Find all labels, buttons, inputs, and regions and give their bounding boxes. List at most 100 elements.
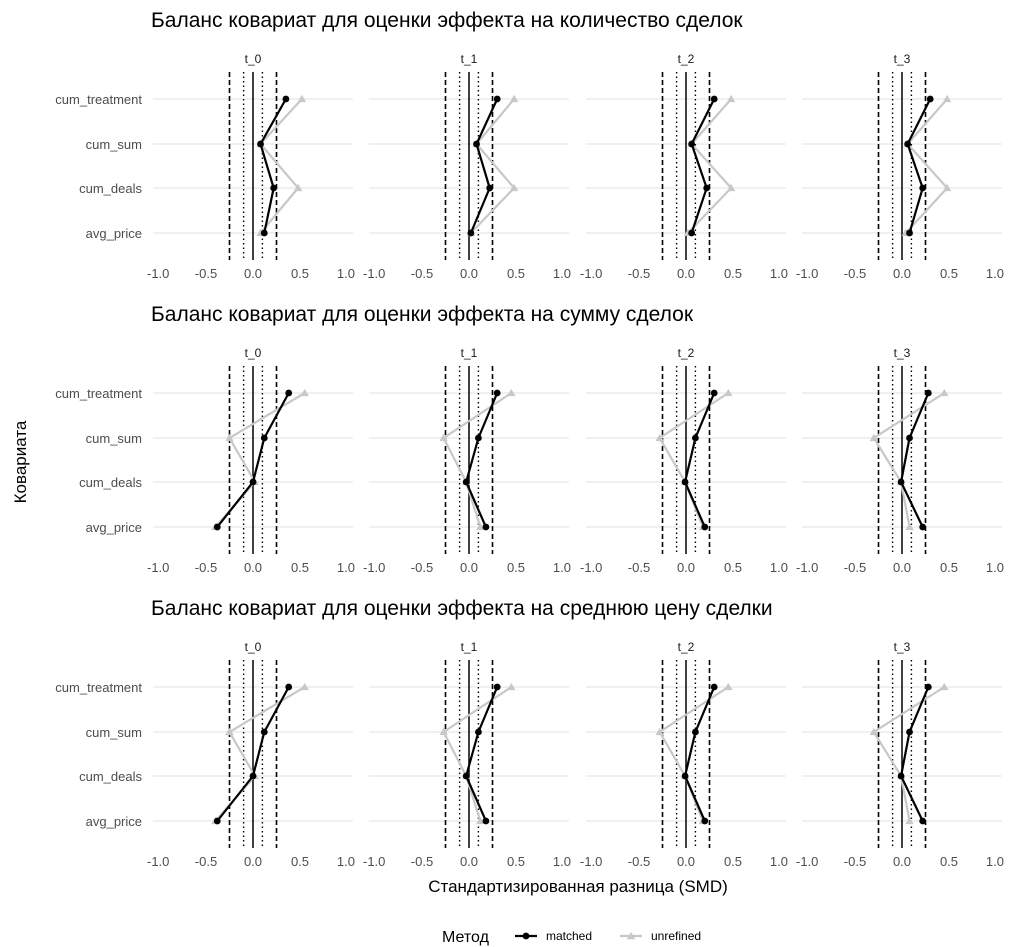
unrefined-point: [869, 727, 878, 736]
x-tick-label: 0.5: [291, 560, 309, 575]
matched-point: [681, 478, 689, 486]
matched-series-line: [906, 98, 932, 234]
x-tick-label: 0.0: [677, 854, 695, 869]
legend-unrefined-marker: [626, 931, 636, 940]
matched-point: [249, 478, 257, 486]
legend-title: Метод: [442, 929, 490, 946]
matched-point: [486, 184, 494, 192]
matched-point: [482, 523, 490, 531]
unrefined-point: [726, 94, 736, 103]
x-tick-label: -0.5: [628, 560, 650, 575]
facet-label: t_0: [245, 52, 262, 66]
facet-label: t_0: [245, 640, 262, 654]
unrefined-point: [476, 816, 485, 825]
unrefined-point: [439, 433, 448, 442]
matched-point: [681, 772, 689, 780]
facet-label: t_1: [461, 346, 478, 360]
unrefined-point: [509, 94, 519, 103]
x-tick-label: 0.5: [291, 266, 309, 281]
x-tick-label: -1.0: [580, 266, 602, 281]
facet-label: t_1: [461, 52, 478, 66]
matched-series-line: [690, 98, 716, 234]
x-tick-label: 0.0: [893, 854, 911, 869]
legend-matched-label: matched: [546, 929, 592, 943]
matched-point: [897, 478, 905, 486]
x-tick-label: -1.0: [580, 854, 602, 869]
unrefined-point: [509, 183, 519, 192]
x-tick-label: 0.5: [940, 854, 958, 869]
x-tick-label: -0.5: [195, 266, 217, 281]
facet-label: t_0: [245, 346, 262, 360]
x-tick-label: 1.0: [770, 854, 788, 869]
matched-series-line: [465, 686, 499, 822]
matched-point: [493, 683, 501, 691]
unrefined-point: [905, 816, 914, 825]
x-tick-label: -0.5: [411, 560, 433, 575]
y-tick-label: avg_price: [86, 226, 142, 241]
x-tick-label: 1.0: [986, 854, 1004, 869]
facet-label: t_2: [678, 346, 695, 360]
matched-point: [493, 95, 501, 103]
matched-series-line: [465, 392, 499, 528]
x-tick-label: 1.0: [553, 266, 571, 281]
x-tick-label: 1.0: [986, 560, 1004, 575]
x-tick-label: -1.0: [796, 854, 818, 869]
facet-label: t_1: [461, 640, 478, 654]
matched-point: [906, 728, 913, 736]
x-tick-label: 0.0: [244, 560, 262, 575]
matched-point: [688, 140, 696, 148]
panel-title: Баланс ковариат для оценки эффекта на су…: [151, 303, 694, 326]
x-axis-label: Стандартизированная разница (SMD): [428, 877, 728, 896]
y-tick-label: cum_treatment: [55, 92, 142, 107]
matched-point: [710, 95, 718, 103]
unrefined-point: [300, 682, 309, 691]
matched-point: [249, 772, 257, 780]
matched-point: [475, 434, 482, 442]
panel-title: Баланс ковариат для оценки эффекта на ко…: [151, 9, 743, 32]
matched-point: [692, 728, 699, 736]
matched-series-line: [216, 392, 290, 528]
y-tick-label: cum_treatment: [55, 680, 142, 695]
x-tick-label: -1.0: [363, 560, 385, 575]
unrefined-point: [476, 522, 485, 531]
x-tick-label: 0.0: [244, 854, 262, 869]
x-tick-label: 1.0: [986, 266, 1004, 281]
unrefined-point: [726, 183, 736, 192]
x-tick-label: 1.0: [770, 560, 788, 575]
x-tick-label: 0.5: [724, 854, 742, 869]
x-tick-label: -1.0: [147, 560, 169, 575]
matched-point: [270, 184, 278, 192]
x-tick-label: 0.0: [460, 560, 478, 575]
x-tick-label: 0.0: [893, 266, 911, 281]
unrefined-point: [439, 727, 448, 736]
unrefined-series-line: [442, 686, 512, 822]
matched-point: [919, 184, 927, 192]
unrefined-series-line: [872, 686, 945, 822]
x-tick-label: 0.5: [507, 266, 525, 281]
unrefined-series-line: [259, 98, 303, 234]
x-tick-label: 0.5: [940, 560, 958, 575]
y-tick-label: cum_deals: [79, 181, 142, 196]
matched-point: [688, 229, 696, 237]
matched-point: [493, 389, 501, 397]
matched-series-line: [259, 98, 287, 234]
x-tick-label: 1.0: [337, 560, 355, 575]
x-tick-label: -0.5: [628, 266, 650, 281]
y-tick-label: cum_deals: [79, 769, 142, 784]
unrefined-series-line: [872, 392, 945, 528]
x-tick-label: 0.0: [677, 266, 695, 281]
unrefined-point: [297, 94, 307, 103]
x-tick-label: 0.5: [507, 560, 525, 575]
legend-unrefined-label: unrefined: [651, 929, 701, 943]
matched-point: [926, 95, 934, 103]
matched-point: [213, 817, 221, 825]
x-tick-label: 1.0: [337, 854, 355, 869]
matched-point: [919, 523, 927, 531]
y-tick-label: cum_deals: [79, 475, 142, 490]
matched-point: [482, 817, 490, 825]
x-tick-label: 1.0: [553, 854, 571, 869]
matched-series-line: [683, 686, 716, 822]
x-tick-label: -1.0: [147, 266, 169, 281]
legend-matched-marker: [522, 932, 530, 940]
matched-point: [260, 229, 268, 237]
